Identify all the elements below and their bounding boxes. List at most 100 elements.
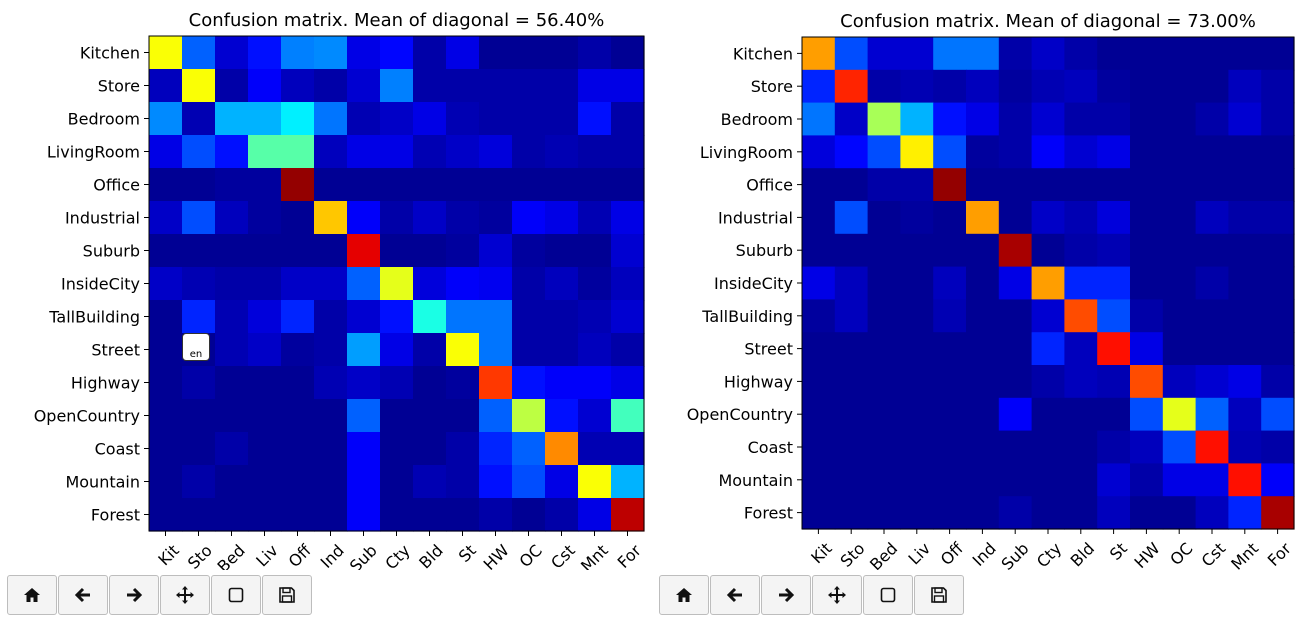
heatmap-cell (966, 168, 1000, 202)
heatmap-cell (1031, 397, 1065, 432)
heatmap-cell (1195, 496, 1229, 530)
heatmap-cell (182, 69, 216, 103)
heatmap-cell (867, 332, 901, 366)
heatmap-cell (1130, 430, 1164, 464)
zoom-rect-button[interactable] (863, 575, 913, 615)
heatmap-cell (1031, 332, 1065, 366)
y-tick-label: OpenCountry (687, 405, 793, 424)
heatmap-cell (802, 168, 836, 202)
heatmap-cell (1228, 233, 1262, 268)
home-button[interactable] (7, 575, 57, 615)
heatmap-cell (149, 135, 183, 169)
heatmap-cell (611, 333, 645, 367)
heatmap-cell (1130, 266, 1164, 300)
heatmap-cell (867, 102, 901, 136)
heatmap-cell (1162, 102, 1197, 136)
heatmap-cell (1097, 135, 1131, 169)
heatmap-cell (900, 135, 934, 169)
heatmap-cell (1261, 37, 1295, 71)
heatmap-cell (1130, 463, 1164, 497)
heatmap-cell (314, 102, 348, 136)
pan-button[interactable] (160, 575, 210, 615)
x-tick-label: Cty (381, 541, 413, 570)
heatmap-cell (347, 135, 381, 169)
heatmap-cell (834, 135, 869, 169)
heatmap-cell (1130, 102, 1164, 136)
y-tick-label: Office (746, 176, 793, 195)
heatmap-cell (479, 168, 513, 202)
heatmap-cell (1195, 201, 1229, 235)
forward-button[interactable] (761, 575, 811, 615)
heatmap-cell (545, 135, 579, 169)
heatmap-cell (446, 234, 480, 268)
heatmap-cell (900, 168, 934, 202)
heatmap-cell (998, 430, 1033, 464)
heatmap-cell (998, 463, 1033, 497)
x-tick-label: Bld (1067, 539, 1099, 570)
heatmap-cell (998, 233, 1033, 268)
heatmap-cell (1064, 463, 1098, 497)
heatmap-cell (1031, 430, 1065, 464)
heatmap-cell (933, 463, 967, 497)
heatmap-cell (314, 399, 348, 433)
home-button[interactable] (659, 575, 709, 615)
heatmap-cell (1031, 496, 1065, 530)
zoom-rect-button[interactable] (211, 575, 261, 615)
heatmap-cell (182, 498, 216, 532)
heatmap-cell (933, 37, 967, 71)
heatmap-cell (512, 366, 546, 400)
save-icon (279, 587, 295, 603)
heatmap-cell (1097, 168, 1131, 202)
y-tick-label: Industrial (718, 208, 793, 227)
heatmap-cell (578, 432, 612, 466)
heatmap-cell (966, 102, 1000, 136)
back-button[interactable] (58, 575, 108, 615)
heatmap-cell (1130, 397, 1164, 432)
heatmap-cell (1261, 102, 1295, 136)
heatmap-cell (1195, 397, 1229, 432)
heatmap-cell (611, 300, 645, 334)
heatmap-cell (578, 234, 612, 268)
heatmap-cell (1031, 463, 1065, 497)
heatmap-cell (1097, 332, 1131, 366)
heatmap-cell (834, 463, 869, 497)
pan-button[interactable] (812, 575, 862, 615)
heatmap-cell (380, 432, 414, 466)
heatmap-cell (182, 168, 216, 202)
back-button[interactable] (710, 575, 760, 615)
heatmap-cell (933, 135, 967, 169)
heatmap-cell (611, 399, 645, 433)
heatmap-cell (1261, 201, 1295, 235)
heatmap-cell (479, 300, 513, 334)
forward-button[interactable] (109, 575, 159, 615)
heatmap-cell (998, 332, 1033, 366)
heatmap-cell (1162, 496, 1197, 530)
heatmap-cell (149, 300, 183, 334)
save-button[interactable] (262, 575, 312, 615)
heatmap-cell (281, 399, 315, 433)
heatmap-cell (512, 432, 546, 466)
heatmap-cell (512, 333, 546, 367)
heatmap-cell (545, 69, 579, 103)
heatmap-cell (314, 201, 348, 235)
heatmap-cell (1162, 332, 1197, 366)
heatmap-cell (347, 432, 381, 466)
heatmap-cell (512, 135, 546, 169)
x-tick-label: Cst (1198, 539, 1230, 570)
back-arrow-icon (726, 587, 742, 603)
heatmap-cell (1064, 299, 1098, 333)
heatmap-cell (802, 201, 836, 235)
heatmap-cell (933, 496, 967, 530)
save-button[interactable] (914, 575, 964, 615)
heatmap-cell (380, 168, 414, 202)
heatmap-cell (281, 69, 315, 103)
heatmap-cell (182, 432, 216, 466)
heatmap-cell (1031, 266, 1065, 300)
heatmap-cell (314, 36, 348, 70)
x-tick-label: For (1264, 539, 1295, 570)
heatmap-cell (413, 267, 447, 301)
heatmap-cell (347, 267, 381, 301)
heatmap-cell (182, 300, 216, 334)
language-input-icon: en (182, 333, 210, 361)
heatmap-cell (215, 135, 249, 169)
